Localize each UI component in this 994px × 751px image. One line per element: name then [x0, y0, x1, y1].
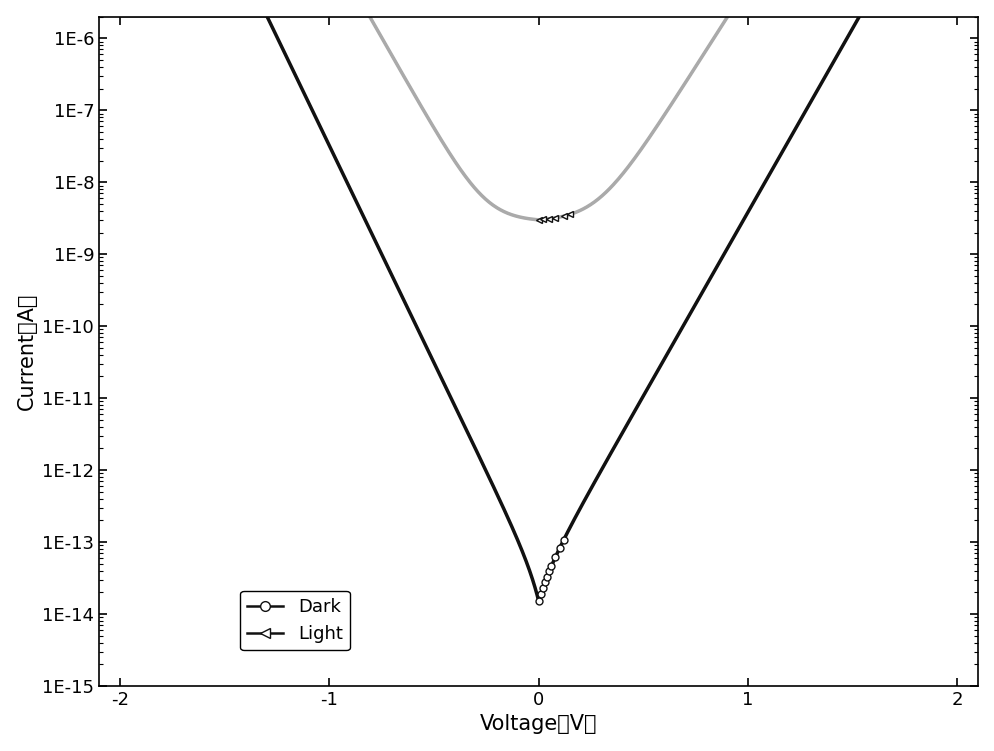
- Y-axis label: Current（A）: Current（A）: [17, 293, 37, 410]
- X-axis label: Voltage（V）: Voltage（V）: [479, 714, 596, 734]
- Legend: Dark, Light: Dark, Light: [240, 590, 350, 650]
